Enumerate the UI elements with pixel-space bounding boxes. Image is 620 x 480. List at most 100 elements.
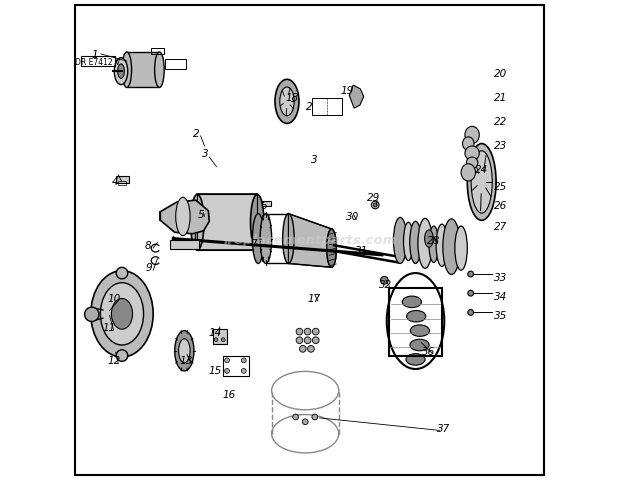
- Ellipse shape: [410, 222, 421, 264]
- Circle shape: [221, 338, 225, 342]
- Bar: [165, 60, 186, 70]
- Ellipse shape: [112, 299, 133, 329]
- Circle shape: [468, 310, 474, 316]
- Ellipse shape: [175, 198, 190, 236]
- Text: 4: 4: [112, 177, 118, 187]
- Bar: [213, 329, 226, 344]
- Circle shape: [299, 346, 306, 352]
- Ellipse shape: [252, 214, 264, 264]
- Circle shape: [381, 277, 388, 285]
- Ellipse shape: [425, 230, 433, 248]
- Ellipse shape: [260, 214, 272, 264]
- Text: 22: 22: [494, 116, 508, 126]
- Text: ireplacementparts.com: ireplacementparts.com: [223, 233, 397, 247]
- Ellipse shape: [436, 225, 448, 267]
- Bar: [312, 99, 342, 116]
- Ellipse shape: [91, 271, 153, 357]
- Ellipse shape: [280, 88, 294, 117]
- Ellipse shape: [406, 354, 425, 365]
- Bar: [81, 57, 115, 67]
- Text: 36: 36: [422, 346, 436, 356]
- Ellipse shape: [154, 53, 164, 88]
- Text: 19: 19: [341, 86, 354, 96]
- Ellipse shape: [404, 223, 413, 261]
- Circle shape: [312, 337, 319, 344]
- Bar: [151, 48, 164, 55]
- Text: 8: 8: [145, 241, 152, 251]
- Circle shape: [312, 328, 319, 335]
- Ellipse shape: [394, 218, 407, 264]
- Ellipse shape: [407, 311, 426, 323]
- Ellipse shape: [275, 80, 299, 124]
- Ellipse shape: [463, 138, 474, 151]
- Polygon shape: [161, 201, 210, 234]
- Ellipse shape: [429, 227, 438, 263]
- Circle shape: [241, 358, 246, 363]
- Ellipse shape: [443, 219, 460, 275]
- Text: 24: 24: [475, 164, 489, 174]
- Text: 6: 6: [260, 201, 267, 211]
- Text: 10: 10: [108, 293, 121, 303]
- Ellipse shape: [179, 339, 190, 363]
- Ellipse shape: [283, 214, 294, 264]
- Text: 12: 12: [108, 356, 121, 366]
- Text: 20: 20: [494, 69, 508, 78]
- Ellipse shape: [100, 283, 144, 345]
- Ellipse shape: [418, 219, 432, 269]
- Polygon shape: [349, 86, 364, 109]
- Circle shape: [304, 337, 311, 344]
- Text: 34: 34: [494, 291, 508, 301]
- Ellipse shape: [402, 297, 422, 308]
- Ellipse shape: [250, 195, 264, 251]
- Text: 7: 7: [250, 239, 257, 248]
- Text: 5: 5: [197, 210, 204, 220]
- Circle shape: [304, 328, 311, 335]
- Text: 18: 18: [285, 92, 298, 102]
- Bar: [118, 181, 126, 185]
- Ellipse shape: [114, 59, 128, 85]
- Text: 3: 3: [311, 155, 317, 165]
- Text: 37: 37: [436, 422, 450, 432]
- Bar: [223, 356, 249, 376]
- Circle shape: [303, 419, 308, 425]
- Ellipse shape: [467, 144, 496, 221]
- Circle shape: [312, 414, 317, 420]
- Text: 3: 3: [202, 149, 209, 159]
- Text: 17: 17: [308, 293, 321, 303]
- Ellipse shape: [466, 157, 478, 169]
- Circle shape: [116, 268, 128, 279]
- Bar: [126, 53, 159, 88]
- Bar: [116, 176, 129, 183]
- Ellipse shape: [410, 325, 430, 336]
- Text: 31: 31: [355, 246, 368, 255]
- Circle shape: [468, 291, 474, 297]
- Circle shape: [214, 338, 218, 342]
- Bar: [262, 202, 271, 206]
- Circle shape: [371, 202, 379, 209]
- Circle shape: [116, 350, 128, 361]
- Text: 1: 1: [92, 50, 99, 60]
- Text: 2: 2: [193, 128, 199, 138]
- Text: 13: 13: [180, 356, 193, 366]
- Polygon shape: [288, 214, 332, 268]
- Text: 25: 25: [494, 181, 508, 192]
- Circle shape: [373, 204, 377, 207]
- Ellipse shape: [122, 53, 131, 88]
- Ellipse shape: [410, 339, 429, 351]
- Circle shape: [308, 346, 314, 352]
- Polygon shape: [197, 195, 257, 251]
- Text: 35: 35: [494, 311, 508, 321]
- Ellipse shape: [471, 152, 492, 214]
- Ellipse shape: [327, 229, 337, 268]
- Ellipse shape: [465, 127, 479, 144]
- Bar: [170, 241, 199, 250]
- Text: 33: 33: [494, 272, 508, 282]
- Ellipse shape: [175, 331, 194, 371]
- Circle shape: [241, 369, 246, 373]
- Circle shape: [224, 358, 229, 363]
- Circle shape: [296, 328, 303, 335]
- Text: 2: 2: [306, 102, 312, 112]
- Text: 27: 27: [494, 222, 508, 231]
- Text: 9: 9: [145, 263, 152, 273]
- Ellipse shape: [461, 164, 476, 181]
